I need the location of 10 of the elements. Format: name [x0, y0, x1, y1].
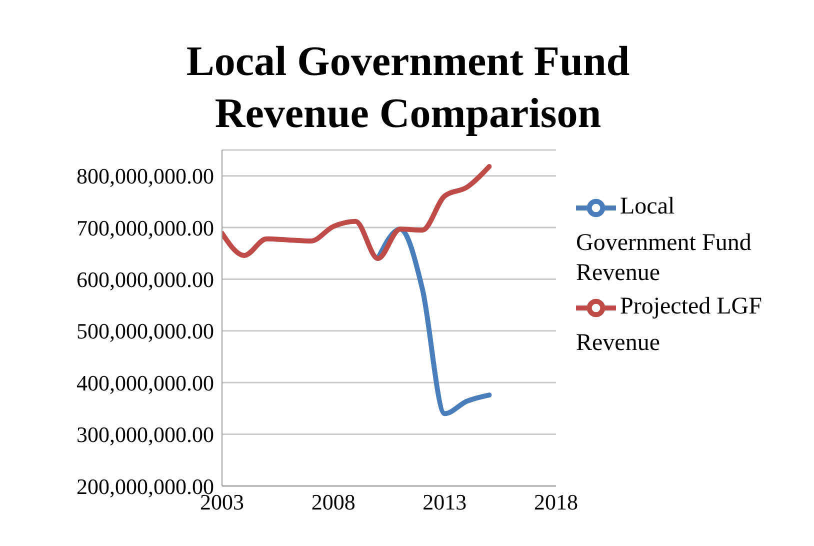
y-tick-label: 400,000,000.00	[76, 370, 214, 396]
y-tick-label: 700,000,000.00	[76, 215, 214, 240]
chart-title: Local Government Fund Revenue Comparison	[185, 38, 631, 139]
x-tick-label: 2018	[534, 490, 578, 515]
y-tick-label: 600,000,000.00	[76, 267, 214, 292]
x-tick-label: 2013	[422, 490, 467, 515]
y-tick-label: 800,000,000.00	[76, 164, 214, 189]
y-tick-label: 300,000,000.00	[76, 422, 214, 448]
x-tick-label: 2008	[311, 490, 356, 515]
y-tick-label: 500,000,000.00	[76, 318, 214, 344]
